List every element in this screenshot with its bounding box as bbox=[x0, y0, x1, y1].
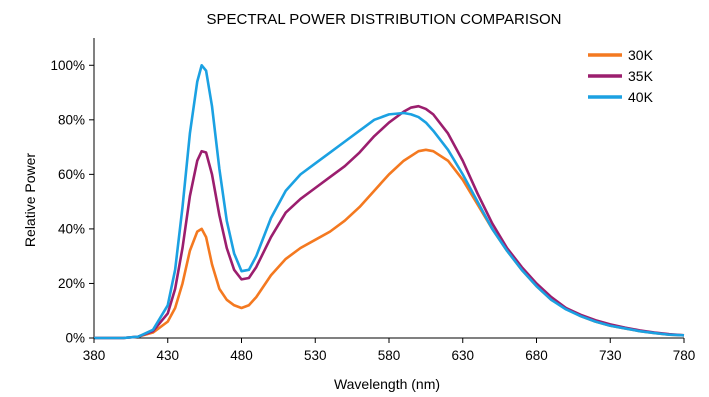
y-tick-label: 100% bbox=[50, 58, 85, 73]
x-axis-label: Wavelength (nm) bbox=[334, 376, 440, 392]
y-tick-label: 20% bbox=[58, 276, 85, 291]
x-tick-label: 780 bbox=[673, 348, 696, 363]
y-axis-ticks: 0% 20% 40% 60% 80% 100% bbox=[50, 58, 94, 346]
legend-label: 30K bbox=[628, 47, 654, 63]
y-tick-label: 40% bbox=[58, 221, 85, 236]
x-tick-label: 380 bbox=[83, 348, 106, 363]
y-tick-label: 0% bbox=[65, 331, 85, 346]
legend-label: 40K bbox=[628, 89, 654, 105]
legend-label: 35K bbox=[628, 68, 654, 84]
y-tick-label: 60% bbox=[58, 167, 85, 182]
x-axis-ticks: 380 430 480 530 580 630 680 730 780 bbox=[83, 338, 696, 363]
y-tick-label: 80% bbox=[58, 112, 85, 127]
x-tick-label: 630 bbox=[451, 348, 474, 363]
x-tick-label: 480 bbox=[230, 348, 253, 363]
series-line-40K bbox=[94, 63, 685, 340]
legend: 30K 35K 40K bbox=[588, 47, 654, 105]
x-tick-label: 430 bbox=[156, 348, 179, 363]
y-axis-label: Relative Power bbox=[22, 153, 38, 247]
plot-area bbox=[93, 38, 685, 340]
chart-title: SPECTRAL POWER DISTRIBUTION COMPARISON bbox=[206, 11, 561, 28]
x-tick-label: 580 bbox=[378, 348, 401, 363]
x-tick-label: 680 bbox=[525, 348, 548, 363]
x-tick-label: 730 bbox=[599, 348, 622, 363]
series-line-35K bbox=[94, 104, 685, 340]
x-tick-label: 530 bbox=[304, 348, 327, 363]
